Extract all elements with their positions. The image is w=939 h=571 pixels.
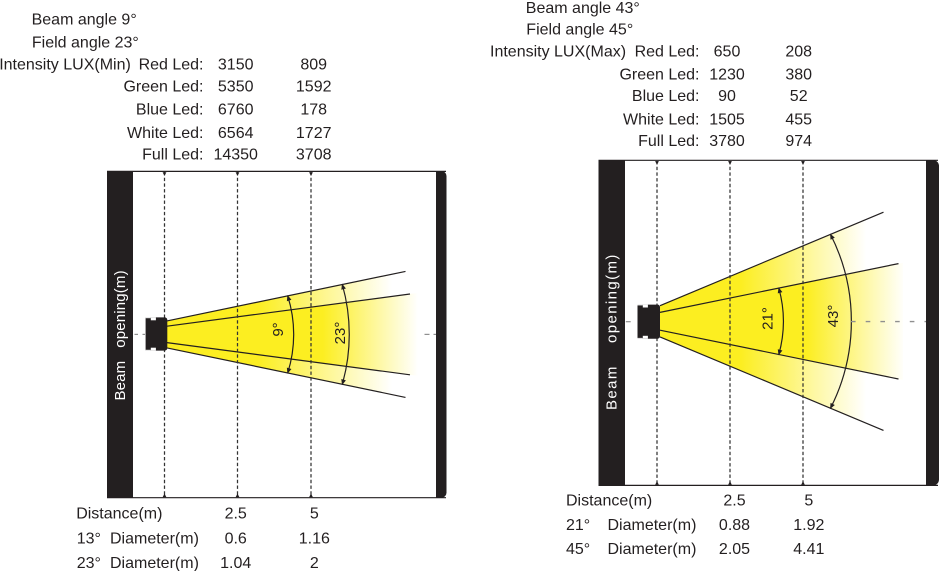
svg-text:23°: 23° — [332, 322, 349, 345]
svg-text:1230: 1230 — [709, 66, 745, 83]
svg-text:Diameter(m): Diameter(m) — [608, 541, 697, 558]
svg-text:Diameter(m): Diameter(m) — [608, 517, 697, 534]
svg-text:178: 178 — [300, 101, 327, 118]
svg-text:0.88: 0.88 — [719, 517, 750, 534]
svg-text:43°: 43° — [825, 305, 842, 328]
svg-text:90: 90 — [718, 88, 736, 105]
svg-text:Blue Led:: Blue Led: — [136, 101, 204, 118]
svg-text:6564: 6564 — [218, 125, 254, 142]
svg-text:Beam opening(m): Beam opening(m) — [112, 270, 129, 400]
svg-text:21°: 21° — [566, 517, 590, 534]
svg-text:6760: 6760 — [218, 101, 254, 118]
svg-text:Distance(m): Distance(m) — [76, 506, 162, 523]
svg-text:1.92: 1.92 — [793, 517, 824, 534]
svg-text:23°: 23° — [77, 555, 101, 571]
svg-text:0.6: 0.6 — [225, 531, 247, 548]
svg-text:Green Led:: Green Led: — [619, 66, 699, 83]
svg-text:1.16: 1.16 — [299, 531, 330, 548]
svg-text:3150: 3150 — [218, 57, 254, 74]
svg-text:Distance(m): Distance(m) — [566, 493, 652, 510]
svg-text:45°: 45° — [566, 541, 590, 558]
svg-text:Blue Led:: Blue Led: — [632, 88, 700, 105]
svg-text:White Led:: White Led: — [127, 125, 203, 142]
svg-text:4.41: 4.41 — [793, 541, 824, 558]
svg-text:1592: 1592 — [296, 79, 332, 96]
svg-text:Field angle 45°: Field angle 45° — [526, 22, 633, 39]
svg-text:14350: 14350 — [213, 147, 258, 164]
svg-text:3780: 3780 — [709, 133, 745, 150]
svg-text:13°: 13° — [77, 531, 101, 548]
svg-text:Red Led:: Red Led: — [139, 57, 204, 74]
svg-text:Diameter(m): Diameter(m) — [110, 531, 199, 548]
svg-text:1.04: 1.04 — [220, 555, 251, 571]
svg-text:Green Led:: Green Led: — [123, 79, 203, 96]
svg-text:Diameter(m): Diameter(m) — [110, 555, 199, 571]
svg-text:1505: 1505 — [709, 112, 745, 129]
svg-text:21°: 21° — [760, 307, 777, 330]
svg-text:Red Led:: Red Led: — [635, 43, 700, 60]
svg-text:2: 2 — [310, 555, 319, 571]
svg-text:455: 455 — [785, 112, 812, 129]
svg-text:809: 809 — [300, 57, 327, 74]
svg-text:1727: 1727 — [296, 125, 332, 142]
svg-text:Full Led:: Full Led: — [638, 133, 699, 150]
svg-text:974: 974 — [785, 133, 812, 150]
svg-text:Beam angle 9°: Beam angle 9° — [32, 12, 137, 29]
svg-text:5: 5 — [804, 493, 813, 510]
svg-text:White Led:: White Led: — [623, 112, 699, 129]
svg-text:2.05: 2.05 — [719, 541, 750, 558]
svg-text:Field angle 23°: Field angle 23° — [32, 34, 139, 51]
svg-text:52: 52 — [790, 88, 808, 105]
svg-text:5: 5 — [310, 506, 319, 523]
svg-text:208: 208 — [785, 43, 812, 60]
svg-text:9°: 9° — [270, 322, 287, 336]
svg-text:Intensity LUX(Min): Intensity LUX(Min) — [0, 57, 131, 74]
svg-text:2.5: 2.5 — [723, 493, 745, 510]
svg-text:Beam opening(m): Beam opening(m) — [603, 253, 620, 410]
svg-text:Full Led:: Full Led: — [142, 147, 203, 164]
svg-text:650: 650 — [714, 43, 741, 60]
svg-text:2.5: 2.5 — [225, 506, 247, 523]
svg-text:5350: 5350 — [218, 79, 254, 96]
svg-text:Beam angle 43°: Beam angle 43° — [526, 0, 640, 17]
svg-text:380: 380 — [785, 66, 812, 83]
svg-text:3708: 3708 — [296, 147, 332, 164]
svg-text:Intensity LUX(Max): Intensity LUX(Max) — [490, 43, 626, 60]
